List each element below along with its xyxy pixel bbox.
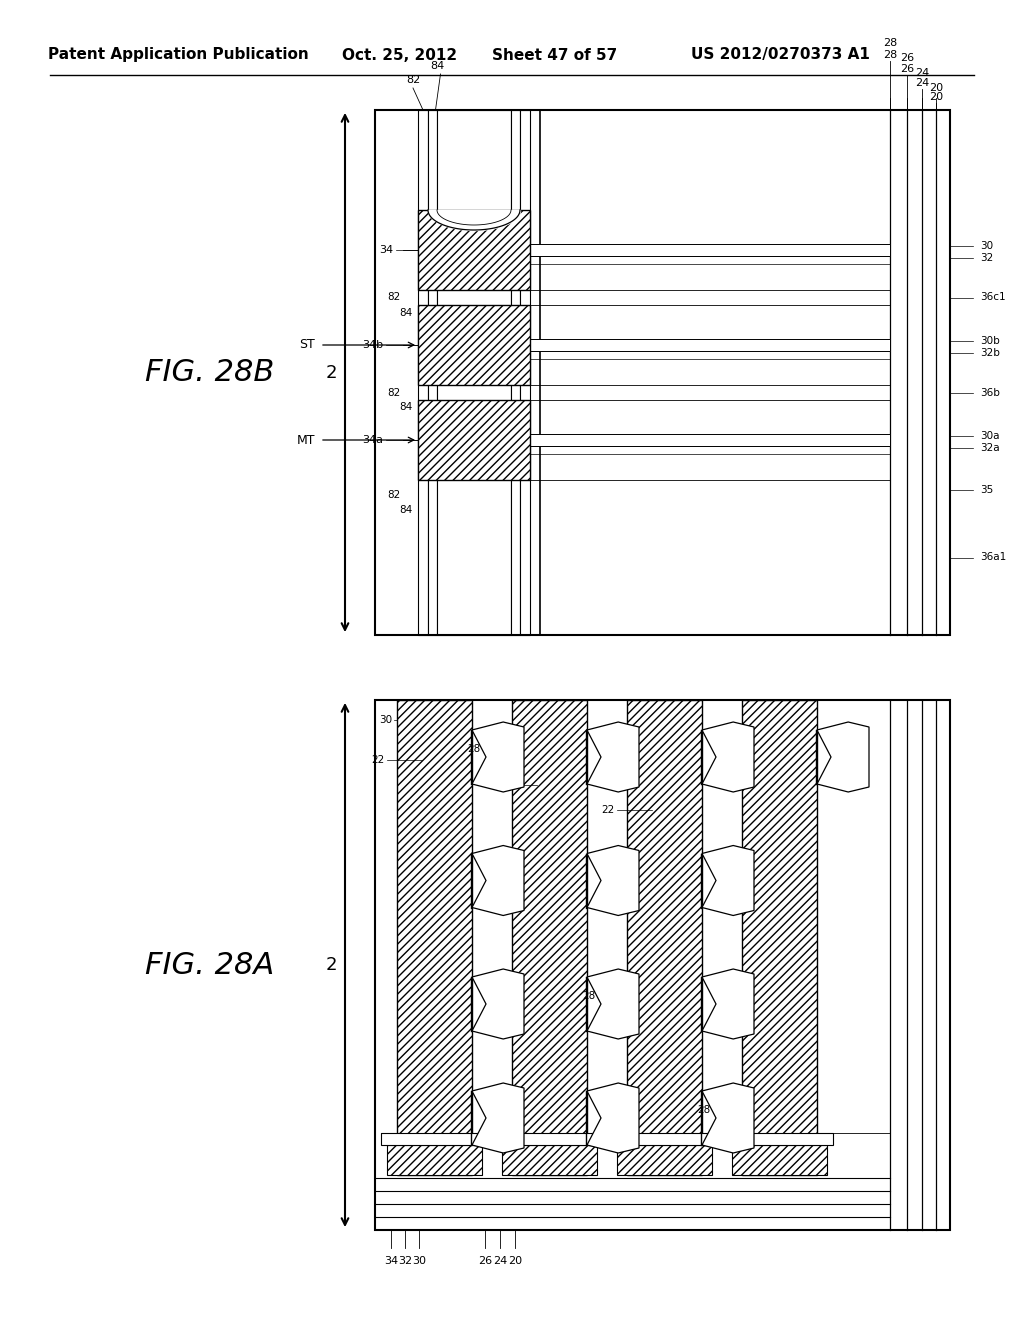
Polygon shape: [472, 846, 524, 916]
Text: 20: 20: [929, 83, 943, 92]
Polygon shape: [702, 1082, 754, 1152]
Polygon shape: [587, 846, 639, 916]
Bar: [611, 1133, 718, 1144]
Bar: [742, 700, 817, 1175]
Text: Sheet 47 of 57: Sheet 47 of 57: [493, 48, 617, 62]
Bar: [381, 1133, 488, 1144]
Polygon shape: [472, 1082, 524, 1152]
Text: 2: 2: [326, 363, 337, 381]
Bar: [520, 110, 530, 635]
Bar: [418, 305, 530, 385]
Bar: [437, 110, 511, 635]
Polygon shape: [702, 969, 754, 1039]
Text: 26: 26: [900, 53, 914, 63]
Text: 82: 82: [387, 293, 400, 302]
Text: 68: 68: [727, 1123, 740, 1133]
Text: 36c1: 36c1: [980, 293, 1006, 302]
Text: 84: 84: [430, 61, 444, 71]
Bar: [375, 700, 950, 1230]
Bar: [726, 1133, 833, 1144]
Bar: [418, 210, 530, 290]
Text: 24: 24: [493, 1257, 507, 1266]
Bar: [530, 446, 890, 454]
Text: Patent Application Publication: Patent Application Publication: [48, 48, 308, 62]
Text: 32b: 32b: [980, 348, 999, 358]
Bar: [512, 700, 587, 1175]
Text: 22: 22: [602, 805, 615, 814]
Text: 82: 82: [387, 388, 400, 397]
Polygon shape: [587, 722, 639, 792]
Text: 30a: 30a: [980, 432, 999, 441]
Text: 84: 84: [399, 403, 413, 412]
Bar: [530, 256, 890, 264]
Text: 28: 28: [697, 1105, 711, 1115]
Bar: [732, 1144, 827, 1175]
Text: FIG. 28A: FIG. 28A: [145, 950, 274, 979]
Text: 24: 24: [914, 78, 929, 88]
Text: Oct. 25, 2012: Oct. 25, 2012: [342, 48, 458, 62]
Text: 30: 30: [494, 730, 507, 741]
Text: 32: 32: [980, 253, 993, 263]
Text: 28: 28: [582, 991, 595, 1001]
Bar: [530, 434, 890, 446]
Polygon shape: [472, 969, 524, 1039]
Text: 34a: 34a: [362, 436, 383, 445]
Polygon shape: [472, 722, 524, 792]
Bar: [375, 110, 950, 635]
Text: 30: 30: [412, 1257, 426, 1266]
Text: 26: 26: [478, 1257, 493, 1266]
Text: 20: 20: [508, 1257, 522, 1266]
Text: 30: 30: [379, 715, 392, 725]
Bar: [502, 1144, 597, 1175]
Bar: [617, 1144, 712, 1175]
Text: 28: 28: [883, 50, 897, 59]
Text: 34b: 34b: [361, 341, 383, 350]
Polygon shape: [817, 722, 869, 792]
Text: 34: 34: [379, 246, 393, 255]
Bar: [511, 110, 520, 635]
Text: 36a1: 36a1: [980, 553, 1007, 562]
Text: 24: 24: [914, 69, 929, 78]
Bar: [418, 400, 530, 480]
Text: 22: 22: [486, 780, 500, 789]
Bar: [397, 700, 472, 1175]
Text: MT: MT: [297, 433, 315, 446]
Text: FIG. 28B: FIG. 28B: [145, 358, 274, 387]
Bar: [428, 110, 437, 635]
Polygon shape: [587, 969, 639, 1039]
Text: 26: 26: [900, 63, 914, 74]
Text: ST: ST: [299, 338, 315, 351]
Text: 68: 68: [612, 1008, 626, 1019]
Text: 68: 68: [497, 762, 510, 772]
Text: 30: 30: [980, 242, 993, 251]
Text: 2: 2: [326, 956, 337, 974]
Text: 84: 84: [399, 308, 413, 318]
Bar: [387, 1144, 482, 1175]
Text: 28: 28: [467, 744, 480, 754]
Bar: [627, 700, 702, 1175]
Text: 82: 82: [406, 75, 420, 84]
Bar: [418, 110, 428, 635]
Text: 30b: 30b: [980, 337, 999, 346]
Bar: [530, 351, 890, 359]
Text: 32a: 32a: [980, 444, 999, 453]
Text: 82: 82: [387, 490, 400, 500]
Bar: [530, 339, 890, 351]
Text: 28: 28: [883, 38, 897, 48]
Text: 84: 84: [399, 506, 413, 515]
Text: 34: 34: [384, 1257, 398, 1266]
Text: 30: 30: [609, 744, 622, 755]
Text: US 2012/0270373 A1: US 2012/0270373 A1: [690, 48, 869, 62]
Bar: [530, 244, 890, 256]
Polygon shape: [702, 846, 754, 916]
Text: 22: 22: [372, 755, 385, 766]
Text: 32: 32: [398, 1257, 412, 1266]
Text: 35: 35: [980, 484, 993, 495]
Polygon shape: [587, 1082, 639, 1152]
Text: 20: 20: [929, 92, 943, 102]
Polygon shape: [702, 722, 754, 792]
Bar: [496, 1133, 603, 1144]
Text: 36b: 36b: [980, 388, 999, 397]
